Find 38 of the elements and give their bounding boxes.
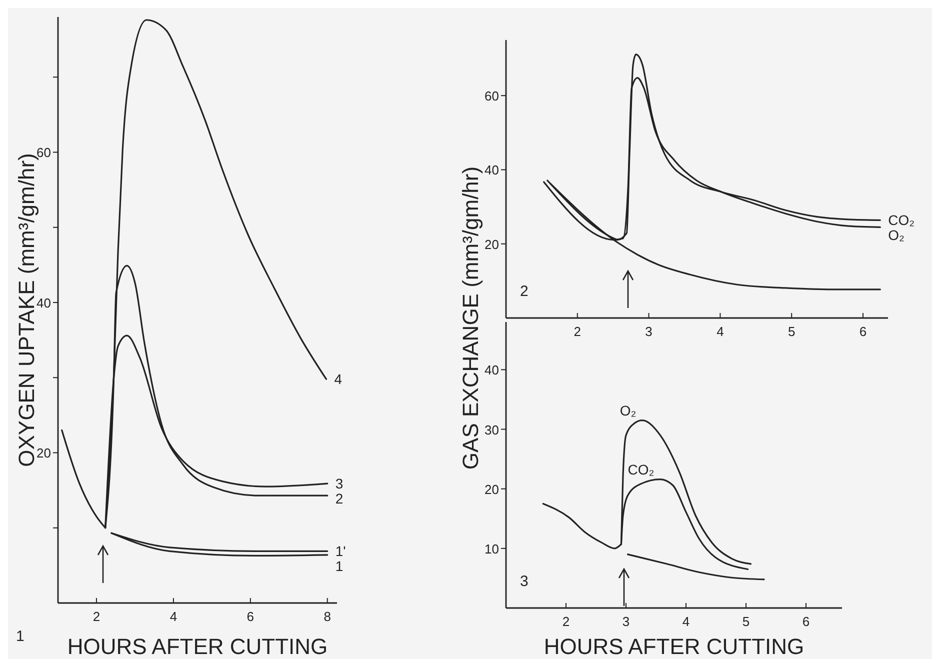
y-tick-label: 60: [484, 88, 499, 104]
y-tick-label: 20: [484, 482, 499, 497]
series-label: 3: [335, 476, 344, 492]
x-tick-label: 6: [246, 609, 254, 624]
y-tick-label: 30: [484, 422, 499, 438]
y-tick-label: 40: [36, 295, 51, 310]
y-tick-label: 10: [484, 541, 499, 556]
x-tick-label: 6: [859, 324, 867, 339]
series-label: O₂: [888, 227, 904, 244]
series-label: 2: [335, 490, 344, 507]
x-tick-label: 4: [716, 324, 724, 339]
x-tick-label: 5: [742, 614, 750, 629]
x-tick-label: 2: [562, 614, 570, 629]
series-label: CO₂: [628, 461, 654, 478]
x-tick-label: 8: [324, 609, 331, 624]
text: 1: [16, 628, 24, 645]
y-tick-label: 20: [36, 446, 51, 461]
x-tick-label: 2: [574, 324, 582, 339]
y-axis-title: GAS EXCHANGE (mm³/gm/hr): [458, 166, 483, 470]
x-axis-title: HOURS AFTER CUTTING: [67, 634, 328, 659]
x-tick-label: 6: [802, 614, 810, 629]
x-tick-label: 3: [645, 324, 652, 339]
x-tick-label: 4: [682, 614, 690, 629]
series-label: 4: [334, 371, 342, 388]
x-tick-label: 5: [788, 324, 796, 339]
y-tick-label: 40: [484, 362, 499, 378]
x-tick-label: 2: [92, 609, 100, 624]
annotation: 2: [520, 283, 528, 300]
series-label: O₂: [620, 402, 636, 418]
annotation: 3: [520, 573, 528, 590]
y-tick-label: 40: [484, 162, 499, 178]
y-tick-label: 20: [484, 236, 499, 252]
series-label: 1: [335, 558, 344, 574]
series-label: 1': [335, 543, 346, 560]
x-axis-title: HOURS AFTER CUTTING: [544, 634, 804, 659]
x-tick-label: 4: [170, 609, 178, 624]
x-tick-label: 3: [622, 614, 630, 629]
series-label: CO₂: [888, 212, 915, 228]
